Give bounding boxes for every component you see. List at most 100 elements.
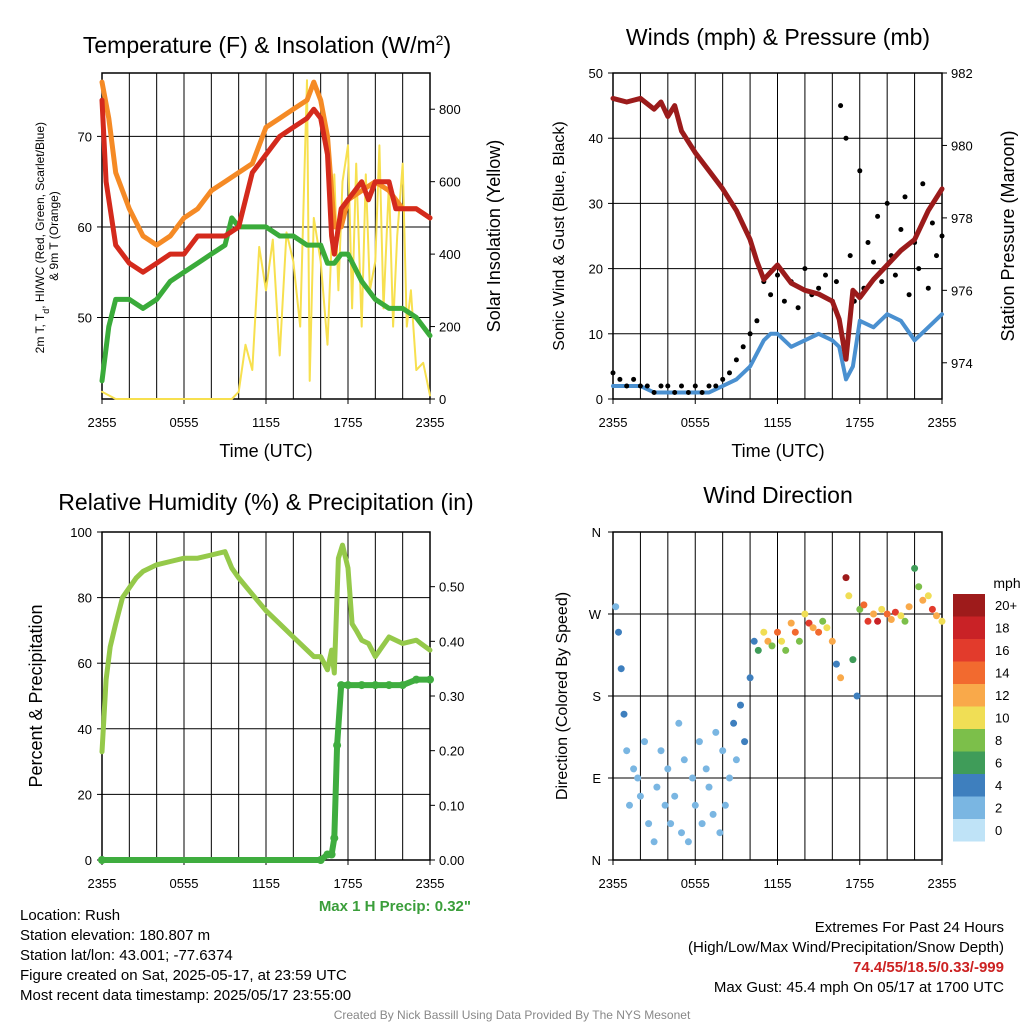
direction-point	[809, 624, 817, 632]
legend-swatch	[953, 751, 985, 774]
legend-label: 4	[995, 778, 1002, 793]
extremes-title: Extremes For Past 24 Hours	[814, 919, 1004, 936]
direction-label: E	[592, 771, 601, 786]
precip-point	[337, 681, 346, 690]
gust-point	[892, 272, 898, 278]
precip-point	[333, 741, 342, 750]
direction-label: N	[592, 853, 601, 868]
y2-tick-label: 0	[439, 392, 446, 407]
y-axis-label: Direction (Colored By Speed)	[554, 592, 571, 800]
y-tick-label: 20	[589, 262, 603, 277]
direction-point	[626, 801, 633, 809]
direction-point	[684, 838, 692, 846]
legend-label: 20+	[995, 598, 1017, 613]
direction-point	[726, 774, 733, 782]
y-axis-label: Sonic Wind & Gust (Blue, Black)	[551, 121, 568, 350]
y-tick-label: 20	[78, 787, 92, 802]
gust-point	[637, 383, 643, 389]
gust-point	[879, 279, 885, 285]
legend-swatch	[953, 729, 985, 752]
direction-point	[698, 820, 706, 828]
y2-tick-label: 0.10	[439, 798, 464, 813]
y2-tick-label: 0.30	[439, 689, 464, 704]
direction-point	[678, 829, 685, 837]
direction-point	[657, 747, 665, 755]
direction-point	[787, 619, 795, 627]
precip-point	[398, 681, 407, 690]
x-tick-label: 2355	[88, 415, 117, 430]
direction-point	[675, 719, 683, 727]
gust-point	[875, 213, 881, 219]
gust-point	[754, 318, 760, 324]
extremes-subtitle: (High/Low/Max Wind/Precipitation/Snow De…	[688, 939, 1004, 956]
x-tick-label: 2355	[928, 876, 957, 891]
legend-label: 8	[995, 733, 1002, 748]
direction-point	[911, 564, 919, 572]
x-tick-label: 2355	[416, 876, 445, 891]
panel-title: Temperature (F) & Insolation (W/m2)	[83, 32, 451, 58]
legend-label: 14	[995, 666, 1009, 681]
gust-point	[775, 272, 780, 278]
y2-tick-label: 0.00	[439, 853, 464, 868]
direction-point	[782, 646, 790, 654]
x-tick-label: 2355	[599, 415, 628, 430]
gust-point	[847, 253, 853, 259]
max-gust-line: Max Gust: 45.4 mph On 05/17 at 1700 UTC	[713, 979, 1004, 996]
direction-point	[636, 792, 644, 800]
direction-point	[795, 637, 803, 645]
gust-point	[672, 390, 678, 395]
direction-point	[695, 738, 703, 746]
direction-point	[691, 801, 699, 809]
direction-point	[754, 646, 762, 654]
direction-point	[933, 612, 940, 620]
insolation-line	[101, 79, 431, 400]
gust-point	[699, 390, 705, 395]
direction-point	[709, 810, 717, 818]
gust-point	[802, 266, 808, 272]
direction-point	[853, 692, 861, 700]
y-tick-label: 0	[596, 392, 603, 407]
y2-tick-label: 800	[439, 102, 461, 117]
y-tick-label: 50	[78, 311, 92, 326]
direction-point	[760, 628, 768, 636]
direction-point	[883, 610, 891, 618]
gust-point	[727, 370, 732, 376]
created-line: Figure created on Sat, 2025-05-17, at 23…	[20, 967, 347, 984]
direction-point	[620, 710, 628, 718]
y2-tick-label: 976	[951, 283, 973, 298]
direction-label: W	[589, 607, 602, 622]
direction-point	[819, 617, 827, 625]
x-tick-label: 2355	[88, 876, 117, 891]
y-tick-label: 100	[70, 525, 92, 540]
direction-point	[901, 617, 909, 625]
direction-point	[845, 592, 853, 600]
recent-data-line: Most recent data timestamp: 2025/05/17 2…	[20, 987, 352, 1004]
y2-tick-label: 600	[439, 175, 461, 190]
panel-title: Wind Direction	[703, 482, 853, 508]
x-tick-label: 1755	[334, 415, 363, 430]
y-axis-label: 2m T, Td, HI/WC (Red, Green, Scarlet/Blu…	[33, 119, 61, 354]
direction-point	[915, 583, 923, 591]
y-tick-label: 40	[78, 722, 92, 737]
precip-point	[327, 850, 336, 859]
legend-swatch	[953, 774, 985, 797]
direction-point	[878, 605, 886, 613]
gust-point	[925, 285, 931, 291]
legend-label: 16	[995, 643, 1009, 658]
precip-point	[385, 681, 393, 690]
gust-point	[720, 376, 726, 382]
legend-swatch	[953, 684, 985, 707]
station-info: Location: Rush Station elevation: 180.80…	[20, 906, 351, 1006]
y2-tick-label: 982	[951, 66, 973, 81]
gust-point	[833, 279, 839, 285]
rh-line	[99, 542, 433, 755]
direction-point	[680, 756, 688, 764]
direction-point	[719, 747, 727, 755]
legend-title: mph	[993, 575, 1020, 591]
gust-point	[795, 305, 801, 311]
direction-point	[860, 601, 868, 609]
pressure-line	[610, 95, 945, 362]
direction-point	[815, 628, 823, 636]
gust-point	[713, 383, 719, 389]
y2-axis-label: Solar Insolation (Yellow)	[484, 140, 504, 332]
